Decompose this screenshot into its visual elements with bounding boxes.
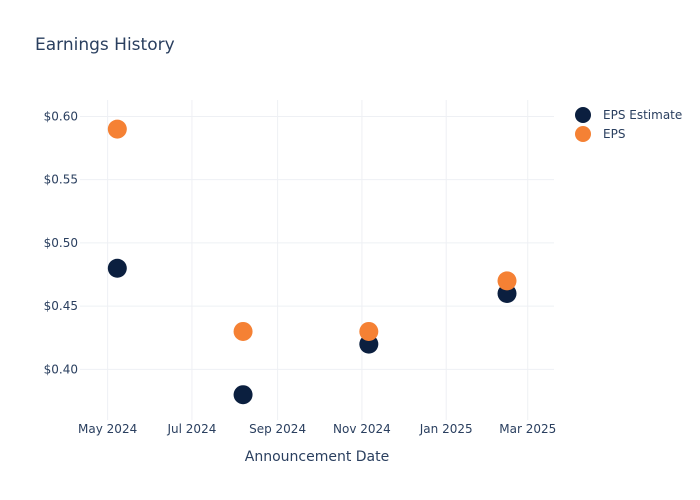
x-tick-label: Nov 2024 (333, 422, 391, 436)
x-tick-label: Jan 2025 (419, 422, 473, 436)
x-axis-ticks: May 2024 Jul 2024 Sep 2024 Nov 2024 Jan 2025… (78, 422, 556, 436)
y-tick-label: $0.40 (44, 362, 78, 376)
eps-estimate-point[interactable] (233, 385, 253, 405)
grid (80, 100, 554, 420)
eps-point[interactable] (233, 321, 253, 341)
x-axis-title: Announcement Date (245, 449, 389, 465)
x-tick-label: Mar 2025 (499, 422, 556, 436)
chart-title: Earnings History (35, 35, 175, 55)
y-tick-label: $0.55 (44, 173, 78, 187)
legend-item-eps-estimate[interactable]: EPS Estimate (575, 107, 682, 123)
eps-estimate-point[interactable] (107, 258, 127, 278)
x-tick-label: Jul 2024 (167, 422, 217, 436)
data-points (107, 119, 517, 405)
y-tick-label: $0.50 (44, 236, 78, 250)
legend-label: EPS (603, 127, 625, 141)
eps-point[interactable] (497, 271, 517, 291)
legend-marker (575, 107, 591, 123)
x-tick-label: May 2024 (78, 422, 137, 436)
x-tick-label: Sep 2024 (249, 422, 306, 436)
y-axis-ticks: $0.40 $0.45 $0.50 $0.55 $0.60 (44, 109, 78, 376)
y-tick-label: $0.45 (44, 299, 78, 313)
y-tick-label: $0.60 (44, 109, 78, 123)
legend-item-eps[interactable]: EPS (575, 126, 625, 142)
legend-label: EPS Estimate (603, 108, 682, 122)
legend-marker (575, 126, 591, 142)
eps-point[interactable] (107, 119, 127, 139)
legend[interactable]: EPS Estimate EPS (575, 107, 682, 142)
eps-point[interactable] (359, 321, 379, 341)
